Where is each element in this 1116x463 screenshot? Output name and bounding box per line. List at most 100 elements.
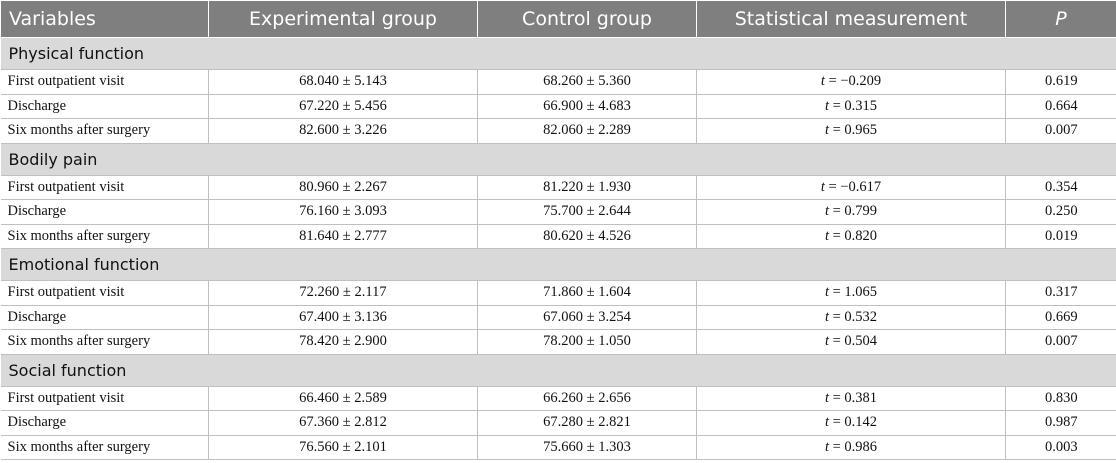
statistic-cell: t = −0.209 [696, 69, 1006, 95]
p-value: 0.019 [1005, 223, 1116, 249]
table-row: First outpatient visit 66.460 ± 2.589 66.2… [0, 385, 1116, 411]
row-label: Six months after surgery [0, 329, 209, 355]
statistic-symbol: t [824, 414, 829, 431]
p-value: 0.669 [1005, 304, 1116, 330]
experimental-value: 76.160 ± 3.093 [208, 199, 478, 225]
section-header-row: Bodily pain [0, 143, 1116, 176]
experimental-value: 76.560 ± 2.101 [208, 434, 478, 460]
table-row: Six months after surgery 81.640 ± 2.777 80… [0, 223, 1116, 249]
statistic-cell: t = 0.504 [696, 329, 1006, 355]
control-value: 67.060 ± 3.254 [477, 304, 697, 330]
p-value: 0.987 [1005, 410, 1116, 436]
statistic-cell: t = 0.986 [696, 434, 1006, 460]
statistic-value: = 0.986 [832, 438, 878, 455]
row-label: Discharge [0, 199, 209, 225]
row-label: First outpatient visit [0, 385, 209, 411]
statistic-symbol: t [824, 227, 829, 244]
table-row: Six months after surgery 82.600 ± 3.226 82… [0, 118, 1116, 144]
p-value: 0.830 [1005, 385, 1116, 411]
header-row: Variables Experimental group Control gro… [0, 0, 1116, 38]
row-label: First outpatient visit [0, 174, 209, 200]
statistic-value: = 0.142 [832, 414, 878, 431]
control-value: 80.620 ± 4.526 [477, 223, 697, 249]
statistic-cell: t = −0.617 [696, 174, 1006, 200]
table-row: Discharge 67.400 ± 3.136 67.060 ± 3.254 t =… [0, 304, 1116, 330]
statistic-cell: t = 1.065 [696, 280, 1006, 306]
section-header-row: Social function [0, 354, 1116, 387]
control-value: 68.260 ± 5.360 [477, 69, 697, 95]
statistic-symbol: t [824, 97, 829, 114]
row-label: Six months after surgery [0, 223, 209, 249]
statistic-symbol: t [820, 178, 825, 195]
experimental-value: 68.040 ± 5.143 [208, 69, 478, 95]
experimental-value: 78.420 ± 2.900 [208, 329, 478, 355]
statistic-cell: t = 0.799 [696, 199, 1006, 225]
row-label: Six months after surgery [0, 118, 209, 144]
statistic-symbol: t [824, 203, 829, 220]
header-experimental-group: Experimental group [208, 0, 478, 38]
section-header-row: Physical function [0, 37, 1116, 70]
p-value: 0.007 [1005, 118, 1116, 144]
statistic-value: = 0.820 [832, 227, 878, 244]
experimental-value: 80.960 ± 2.267 [208, 174, 478, 200]
row-label: First outpatient visit [0, 280, 209, 306]
section-header-row: Emotional function [0, 248, 1116, 281]
control-value: 75.660 ± 1.303 [477, 434, 697, 460]
header-control-group: Control group [477, 0, 697, 38]
row-label: First outpatient visit [0, 69, 209, 95]
control-value: 71.860 ± 1.604 [477, 280, 697, 306]
statistic-value: = −0.209 [828, 73, 882, 90]
table-row: Discharge 76.160 ± 3.093 75.700 ± 2.644 t =… [0, 199, 1116, 225]
statistic-cell: t = 0.532 [696, 304, 1006, 330]
p-value: 0.317 [1005, 280, 1116, 306]
statistic-value: = 0.315 [832, 97, 878, 114]
statistic-symbol: t [824, 284, 829, 301]
experimental-value: 82.600 ± 3.226 [208, 118, 478, 144]
section-title: Emotional function [0, 248, 1116, 281]
p-value: 0.003 [1005, 434, 1116, 460]
experimental-value: 67.360 ± 2.812 [208, 410, 478, 436]
statistic-value: = 0.532 [832, 308, 878, 325]
table-row: Six months after surgery 76.560 ± 2.101 75… [0, 434, 1116, 460]
table-row: Discharge 67.360 ± 2.812 67.280 ± 2.821 t =… [0, 410, 1116, 436]
experimental-value: 81.640 ± 2.777 [208, 223, 478, 249]
control-value: 78.200 ± 1.050 [477, 329, 697, 355]
experimental-value: 67.400 ± 3.136 [208, 304, 478, 330]
p-value: 0.354 [1005, 174, 1116, 200]
statistic-value: = −0.617 [828, 178, 882, 195]
statistic-value: = 0.504 [832, 333, 878, 350]
row-label: Discharge [0, 410, 209, 436]
table-row: First outpatient visit 72.260 ± 2.117 71.8… [0, 280, 1116, 306]
statistic-cell: t = 0.142 [696, 410, 1006, 436]
experimental-value: 72.260 ± 2.117 [208, 280, 478, 306]
statistic-symbol: t [820, 73, 825, 90]
control-value: 75.700 ± 2.644 [477, 199, 697, 225]
experimental-value: 66.460 ± 2.589 [208, 385, 478, 411]
statistic-symbol: t [824, 438, 829, 455]
statistic-cell: t = 0.381 [696, 385, 1006, 411]
statistic-symbol: t [824, 333, 829, 350]
row-label: Discharge [0, 93, 209, 119]
experimental-value: 67.220 ± 5.456 [208, 93, 478, 119]
control-value: 66.260 ± 2.656 [477, 385, 697, 411]
row-label: Discharge [0, 304, 209, 330]
statistic-value: = 1.065 [832, 284, 878, 301]
table-row: Discharge 67.220 ± 5.456 66.900 ± 4.683 t =… [0, 93, 1116, 119]
statistic-cell: t = 0.820 [696, 223, 1006, 249]
statistic-value: = 0.381 [832, 389, 878, 406]
header-variables: Variables [0, 0, 209, 38]
statistic-symbol: t [824, 122, 829, 139]
p-value: 0.250 [1005, 199, 1116, 225]
statistic-cell: t = 0.965 [696, 118, 1006, 144]
control-value: 66.900 ± 4.683 [477, 93, 697, 119]
table-header: Variables Experimental group Control gro… [0, 0, 1116, 38]
statistic-symbol: t [824, 389, 829, 406]
control-value: 82.060 ± 2.289 [477, 118, 697, 144]
section-title: Social function [0, 354, 1116, 387]
statistic-cell: t = 0.315 [696, 93, 1006, 119]
header-statistical-measurement: Statistical measurement [696, 0, 1006, 38]
statistic-symbol: t [824, 308, 829, 325]
table-body: Physical function First outpatient visit 6… [0, 37, 1116, 460]
p-value: 0.007 [1005, 329, 1116, 355]
